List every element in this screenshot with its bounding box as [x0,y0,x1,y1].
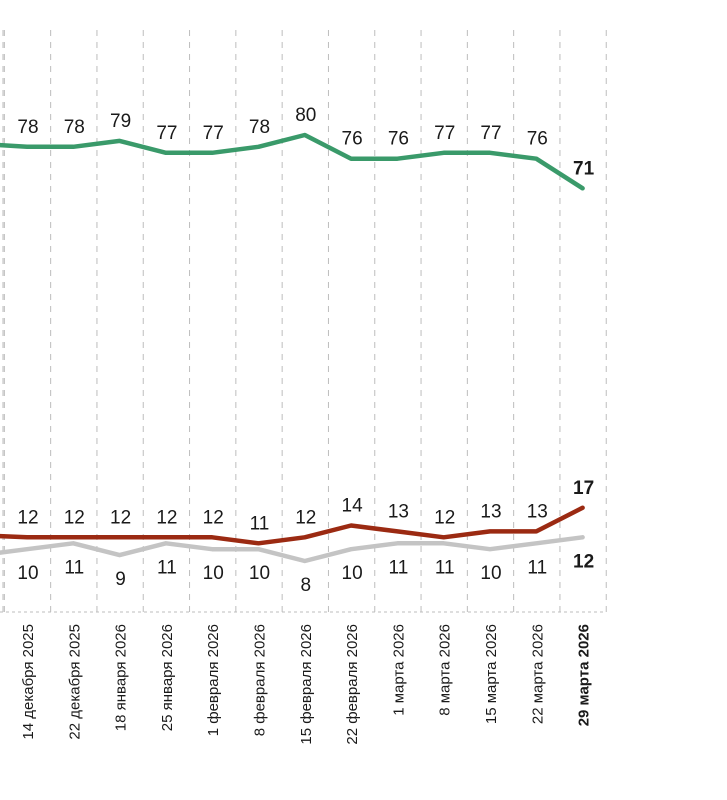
data-label: 77 [480,123,501,144]
data-label: 77 [434,123,455,144]
x-axis-tick-labels: 14 декабря 2025 22 декабря 2025 18 января … [20,624,593,745]
x-tick-label: 1 февраля 2026 [205,624,222,736]
data-label: 12 [17,507,38,528]
data-label: 12 [64,507,85,528]
x-tick-label: 22 декабря 2025 [66,624,83,740]
data-label: 12 [434,507,455,528]
data-label: 12 [203,507,224,528]
data-label: 10 [342,563,363,584]
data-label: 14 [342,496,364,517]
data-label: 11 [64,557,84,578]
x-tick-label: 8 февраля 2026 [252,624,269,736]
data-label: 13 [388,501,409,522]
x-tick-label: 29 марта 2026 [576,624,593,726]
x-tick-label: 14 декабря 2025 [20,624,37,740]
data-label: 8 [301,575,312,596]
data-label: 71 [573,158,595,179]
x-tick-label: 18 января 2026 [113,624,130,731]
gridlines [0,30,607,613]
x-tick-label: 15 марта 2026 [483,624,500,724]
series-line [0,132,585,191]
data-label: 76 [388,129,409,150]
data-label: 78 [17,117,38,138]
data-label: 78 [64,117,85,138]
data-label: 76 [342,129,363,150]
data-label: 11 [157,557,177,578]
data-label: 11 [389,557,409,578]
data-label: 13 [527,501,548,522]
data-label: 12 [573,551,594,572]
data-label: 12 [295,507,316,528]
x-tick-label: 25 января 2026 [159,624,176,731]
data-label: 77 [203,123,224,144]
data-label: 78 [249,117,270,138]
data-label: 10 [203,563,224,584]
x-tick-label: 8 марта 2026 [437,624,454,716]
series-line [0,505,585,546]
data-label: 11 [435,557,455,578]
data-label: 77 [156,123,177,144]
data-label: 80 [295,105,316,126]
data-label: 10 [480,563,501,584]
data-label: 9 [115,569,126,590]
data-label: 76 [527,129,548,150]
data-labels: 78 78 79 77 77 78 80 76 76 77 77 76 71 12 12 12 12 12 11 12… [17,105,594,596]
data-label: 12 [110,507,131,528]
data-label: 17 [573,478,594,499]
data-label: 11 [250,513,270,534]
data-label: 10 [249,563,270,584]
data-label: 13 [480,501,501,522]
data-label: 10 [17,563,38,584]
series-lines [0,132,585,564]
data-label: 11 [527,557,547,578]
x-tick-label: 15 февраля 2026 [298,624,315,745]
data-label: 12 [156,507,177,528]
x-tick-label: 22 февраля 2026 [344,624,361,745]
data-label: 79 [110,111,131,132]
series-line [0,535,585,564]
x-tick-label: 1 марта 2026 [390,624,407,716]
x-tick-label: 22 марта 2026 [529,624,546,724]
